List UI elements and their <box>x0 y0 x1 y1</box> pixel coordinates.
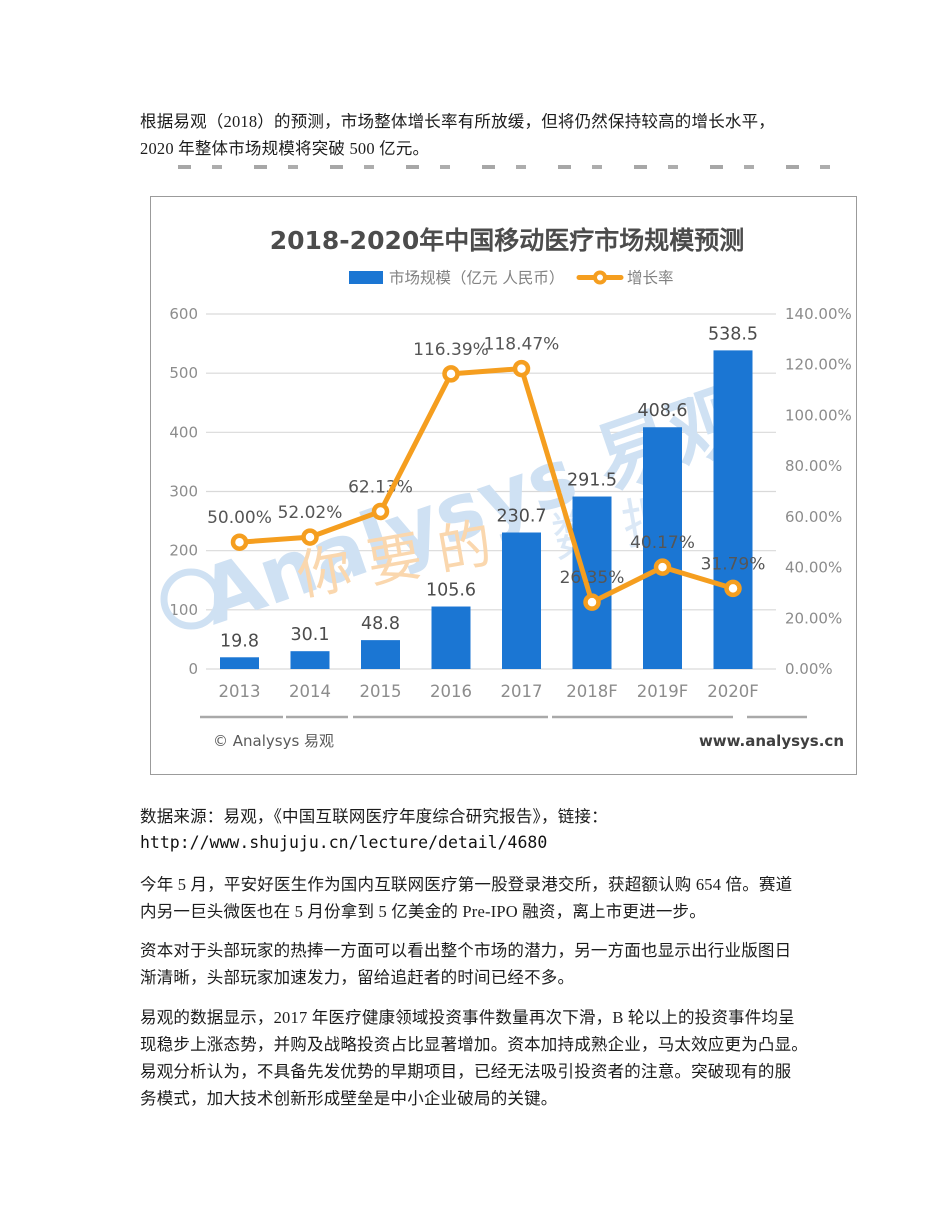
left-axis-tick: 100 <box>169 601 198 619</box>
market-forecast-chart: 600 500 400 300 200 100 0 140.00% 120.00% 100.00%… <box>160 226 852 750</box>
growth-point <box>301 528 319 546</box>
growth-rate-label: 62.13% <box>348 477 413 497</box>
legend-bar-label: 市场规模（亿元 人民币） <box>389 269 564 287</box>
growth-rate-label: 118.47% <box>484 335 560 355</box>
bar-value-label: 291.5 <box>567 471 617 491</box>
growth-rate-label: 26.35% <box>560 568 625 588</box>
source-link[interactable]: http://www.shujuju.cn/lecture/detail/468… <box>140 833 548 852</box>
chart-figure: 600 500 400 300 200 100 0 140.00% 120.00% 100.00%… <box>150 196 857 775</box>
paragraph-investment: 易观的数据显示，2017 年医疗健康领域投资事件数量再次下滑，B 轮以上的投资事… <box>140 1008 808 1108</box>
bar-2013 <box>220 657 259 669</box>
chart-legend: 市场规模（亿元 人民币） 增长率 <box>349 269 674 287</box>
bar-2014 <box>290 651 330 669</box>
bar-value-label: 19.8 <box>220 631 259 651</box>
x-axis-label-2019F: 2019F <box>637 682 688 701</box>
growth-rate-label: 50.00% <box>207 508 272 528</box>
legend-line-marker <box>593 270 607 285</box>
right-axis-tick: 20.00% <box>785 609 842 627</box>
bar-2019F <box>643 427 682 669</box>
x-axis-label-2013: 2013 <box>219 682 261 701</box>
left-axis-tick: 500 <box>169 364 198 382</box>
right-axis-tick: 80.00% <box>785 457 842 475</box>
bar-value-label: 30.1 <box>291 625 330 645</box>
x-axis-label-2016: 2016 <box>430 682 472 701</box>
right-axis-tick: 120.00% <box>785 356 852 374</box>
bar-value-label: 408.6 <box>637 401 687 421</box>
left-axis-tick: 0 <box>188 660 198 678</box>
growth-point <box>371 502 390 521</box>
x-axis-label-2018F: 2018F <box>566 682 617 701</box>
legend-bar-swatch <box>349 271 383 284</box>
growth-rate-label: 40.17% <box>630 533 695 553</box>
bar-2016 <box>431 606 471 669</box>
left-axis-tick: 600 <box>169 305 198 323</box>
growth-point <box>442 365 460 383</box>
x-axis-label-2015: 2015 <box>360 682 402 701</box>
bar-2015 <box>361 640 400 669</box>
x-axis-label-2014: 2014 <box>289 682 331 701</box>
x-axis-label-2020F: 2020F <box>707 682 758 701</box>
growth-point <box>512 359 531 378</box>
right-axis-tick: 100.00% <box>785 406 852 424</box>
growth-rate-label: 116.39% <box>413 340 489 360</box>
growth-point <box>724 579 742 598</box>
growth-point <box>230 533 249 551</box>
growth-point <box>653 558 672 576</box>
right-axis-tick: 140.00% <box>785 305 852 323</box>
cropped-text-artifact <box>178 165 856 169</box>
right-axis-tick: 0.00% <box>785 660 833 678</box>
chart-title: 2018-2020年中国移动医疗市场规模预测 <box>270 226 745 255</box>
right-axis-tick: 60.00% <box>785 508 842 526</box>
bar-value-label: 105.6 <box>426 581 476 601</box>
right-axis-tick: 40.00% <box>785 559 842 577</box>
x-axis-label-2017: 2017 <box>501 682 543 701</box>
paragraph-intro: 根据易观（2018）的预测，市场整体增长率有所放缓，但将仍然保持较高的增长水平，… <box>140 112 775 158</box>
growth-rate-line <box>237 366 736 605</box>
left-axis-tick: 300 <box>169 483 198 501</box>
left-axis-tick: 200 <box>169 542 198 560</box>
growth-point <box>583 593 601 611</box>
growth-rate-label: 52.02% <box>278 503 343 523</box>
bar-value-label: 48.8 <box>361 614 400 634</box>
bar-2018F <box>572 496 612 669</box>
paragraph-ipo: 今年 5 月，平安好医生作为国内互联网医疗第一股登录港交所，获超额认购 654 … <box>140 875 793 921</box>
paragraph-source: 数据来源：易观，《中国互联网医疗年度综合研究报告》，链接： <box>140 807 608 826</box>
legend-line-label: 增长率 <box>627 269 674 287</box>
left-axis-tick: 400 <box>169 423 198 441</box>
bar-2017 <box>502 532 541 669</box>
bar-value-label: 538.5 <box>708 324 758 344</box>
chart-footer-copyright: © Analysys 易观 <box>213 732 334 750</box>
bar-2020F <box>713 350 753 669</box>
bar-value-label: 230.7 <box>496 507 546 527</box>
watermark-logo-circle <box>160 568 222 630</box>
growth-rate-label: 31.79% <box>701 554 766 574</box>
chart-footer-url: www.analysys.cn <box>699 732 844 750</box>
paragraph-capital: 资本对于头部玩家的热捧一方面可以看出整个市场的潜力，另一方面也显示出行业版图日 … <box>140 941 792 987</box>
